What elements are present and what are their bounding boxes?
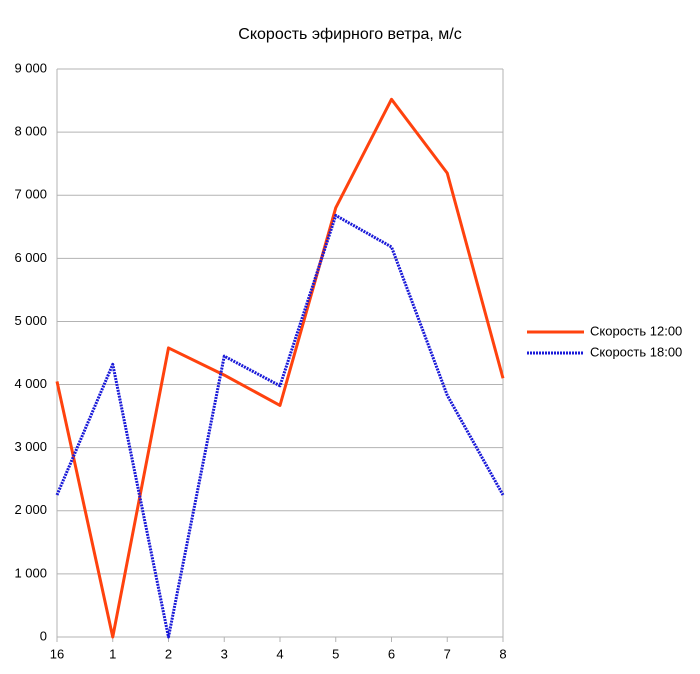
y-tick-label: 1 000 xyxy=(14,565,47,580)
x-tick-label: 1 xyxy=(109,646,116,661)
y-tick-label: 3 000 xyxy=(14,439,47,454)
y-tick-label: 7 000 xyxy=(14,187,47,202)
x-tick-label: 4 xyxy=(276,646,283,661)
x-tick-label: 7 xyxy=(444,646,451,661)
legend-label: Скорость 18:00 xyxy=(590,344,682,359)
y-tick-label: 5 000 xyxy=(14,313,47,328)
x-tick-label: 5 xyxy=(332,646,339,661)
series-line xyxy=(55,97,505,639)
legend-label: Скорость 12:00 xyxy=(590,323,682,338)
y-tick-label: 4 000 xyxy=(14,376,47,391)
x-tick-label: 16 xyxy=(50,646,64,661)
series-line xyxy=(55,213,505,639)
x-tick-label: 2 xyxy=(165,646,172,661)
y-tick-label: 6 000 xyxy=(14,250,47,265)
x-tick-label: 3 xyxy=(221,646,228,661)
x-tick-label: 6 xyxy=(388,646,395,661)
y-tick-label: 2 000 xyxy=(14,502,47,517)
y-tick-label: 9 000 xyxy=(14,60,47,75)
chart-title: Скорость эфирного ветра, м/с xyxy=(238,26,461,43)
y-tick-label: 8 000 xyxy=(14,124,47,139)
y-tick-label: 0 xyxy=(40,628,47,643)
x-tick-label: 8 xyxy=(499,646,506,661)
